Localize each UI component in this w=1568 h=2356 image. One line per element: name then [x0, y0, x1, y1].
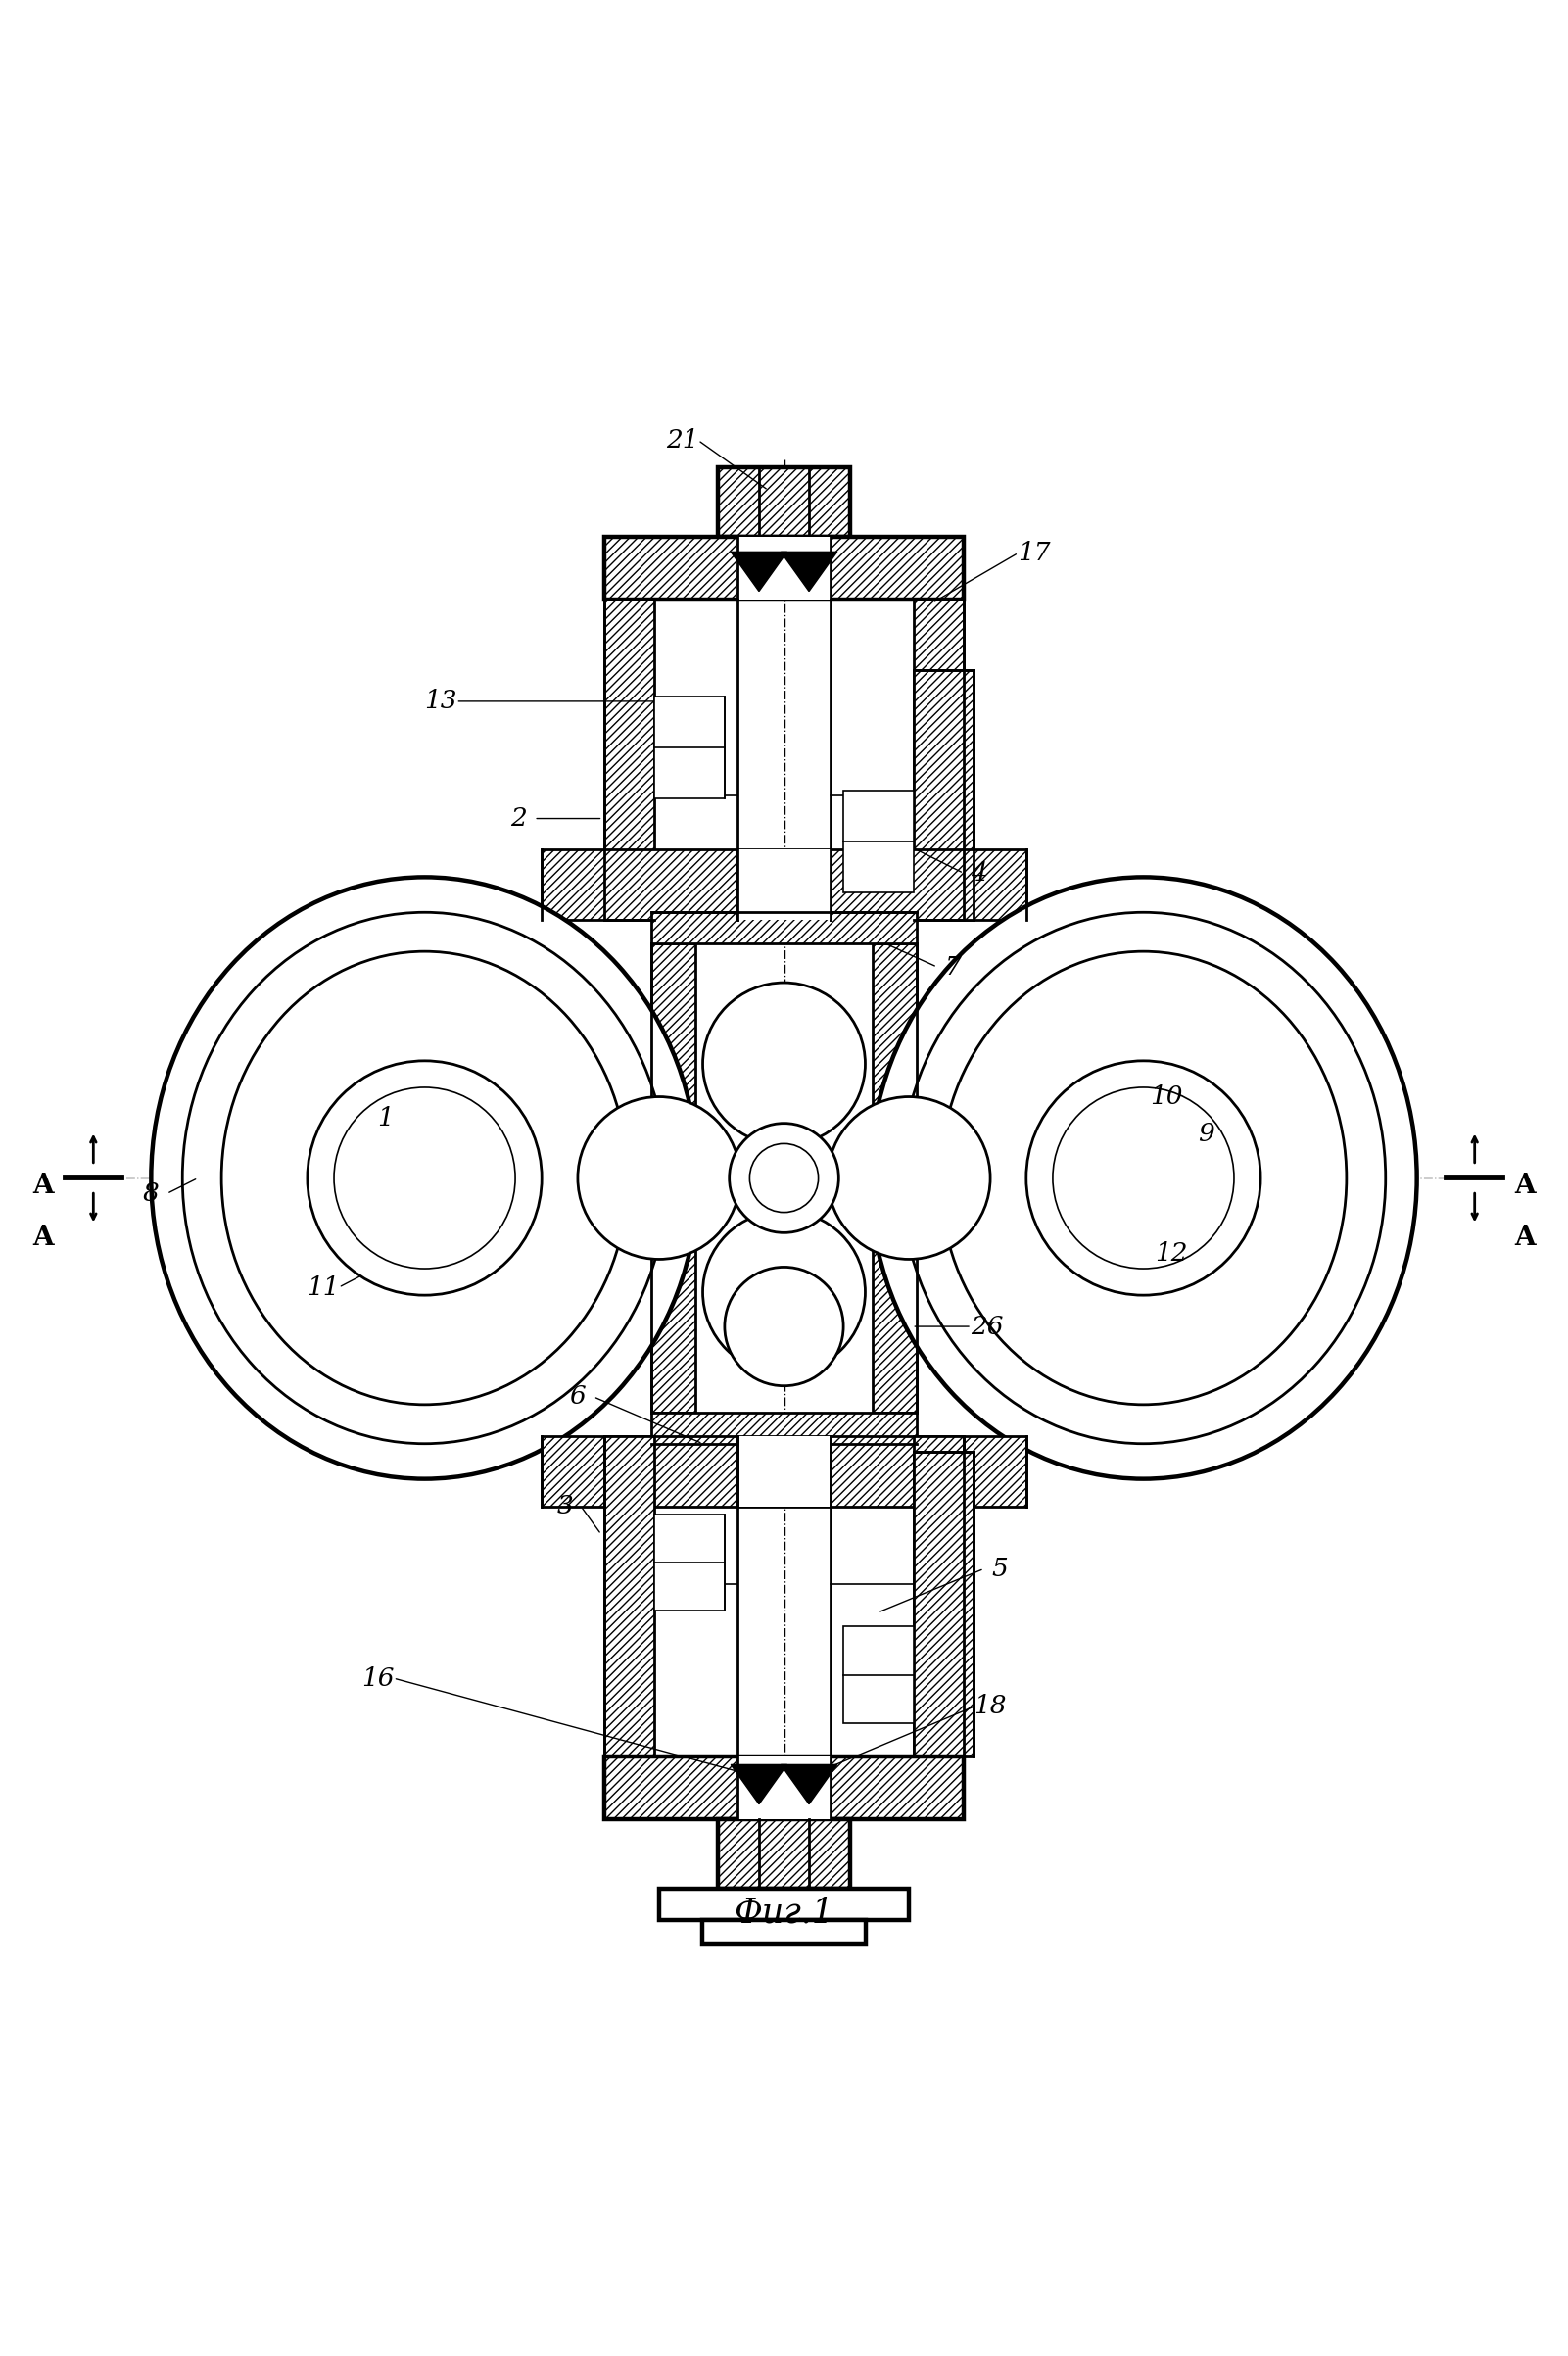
Bar [654, 1515, 724, 1612]
Bar [702, 1920, 866, 1944]
Circle shape [702, 982, 866, 1145]
Text: 13: 13 [423, 688, 456, 714]
Text: 18: 18 [974, 1694, 1007, 1718]
Circle shape [307, 1060, 543, 1296]
Polygon shape [781, 551, 837, 591]
Bar [604, 601, 654, 921]
Text: A: A [1515, 1173, 1535, 1199]
Text: A: A [33, 1225, 53, 1251]
Text: 7: 7 [944, 954, 961, 980]
Bar [543, 1435, 1025, 1505]
Ellipse shape [941, 952, 1347, 1404]
Polygon shape [731, 1765, 787, 1805]
Bar [718, 1819, 850, 1890]
Bar [737, 851, 831, 921]
Text: 8: 8 [143, 1180, 160, 1206]
Bar [914, 669, 974, 921]
Circle shape [1052, 1088, 1234, 1268]
Bar [604, 1435, 654, 1755]
Circle shape [828, 1098, 991, 1258]
Bar [914, 1451, 974, 1755]
Text: 3: 3 [557, 1494, 574, 1520]
Bar [737, 1755, 831, 1819]
Circle shape [702, 1211, 866, 1374]
Text: A: A [33, 1173, 53, 1199]
Bar [844, 1626, 914, 1725]
Ellipse shape [182, 912, 666, 1444]
Bar [654, 697, 724, 799]
Bar [914, 601, 964, 921]
Bar [718, 466, 850, 537]
Bar [604, 1755, 964, 1819]
Text: 6: 6 [569, 1385, 586, 1409]
Bar [651, 912, 917, 942]
Text: 16: 16 [361, 1666, 394, 1689]
Circle shape [577, 1098, 740, 1258]
Text: 2: 2 [510, 806, 527, 832]
Text: 17: 17 [1018, 540, 1051, 565]
Bar [873, 942, 917, 1414]
Bar [844, 789, 914, 893]
Bar [543, 851, 1025, 921]
Ellipse shape [151, 876, 698, 1480]
Text: 1: 1 [378, 1107, 394, 1131]
Text: 4: 4 [971, 860, 988, 886]
Circle shape [724, 1268, 844, 1385]
Bar [737, 1435, 831, 1505]
Text: 11: 11 [307, 1275, 339, 1301]
Bar [659, 1890, 909, 1920]
Bar [604, 537, 964, 601]
Circle shape [750, 1143, 818, 1213]
Text: 26: 26 [971, 1315, 1004, 1338]
Bar [737, 537, 831, 601]
Polygon shape [781, 1765, 837, 1805]
Circle shape [729, 1124, 839, 1232]
Ellipse shape [870, 876, 1417, 1480]
Text: 10: 10 [1151, 1084, 1184, 1110]
Text: A: A [1515, 1225, 1535, 1251]
Bar [651, 942, 695, 1414]
Text: Фиг.1: Фиг.1 [734, 1897, 834, 1930]
Polygon shape [731, 551, 787, 591]
Text: 5: 5 [991, 1557, 1008, 1581]
Ellipse shape [221, 952, 627, 1404]
Text: 21: 21 [666, 429, 699, 452]
Ellipse shape [902, 912, 1386, 1444]
Circle shape [334, 1088, 516, 1268]
Bar [651, 1414, 917, 1444]
Bar [914, 1435, 964, 1755]
Text: 12: 12 [1156, 1242, 1189, 1265]
Circle shape [1025, 1060, 1261, 1296]
Text: 9: 9 [1198, 1121, 1214, 1147]
